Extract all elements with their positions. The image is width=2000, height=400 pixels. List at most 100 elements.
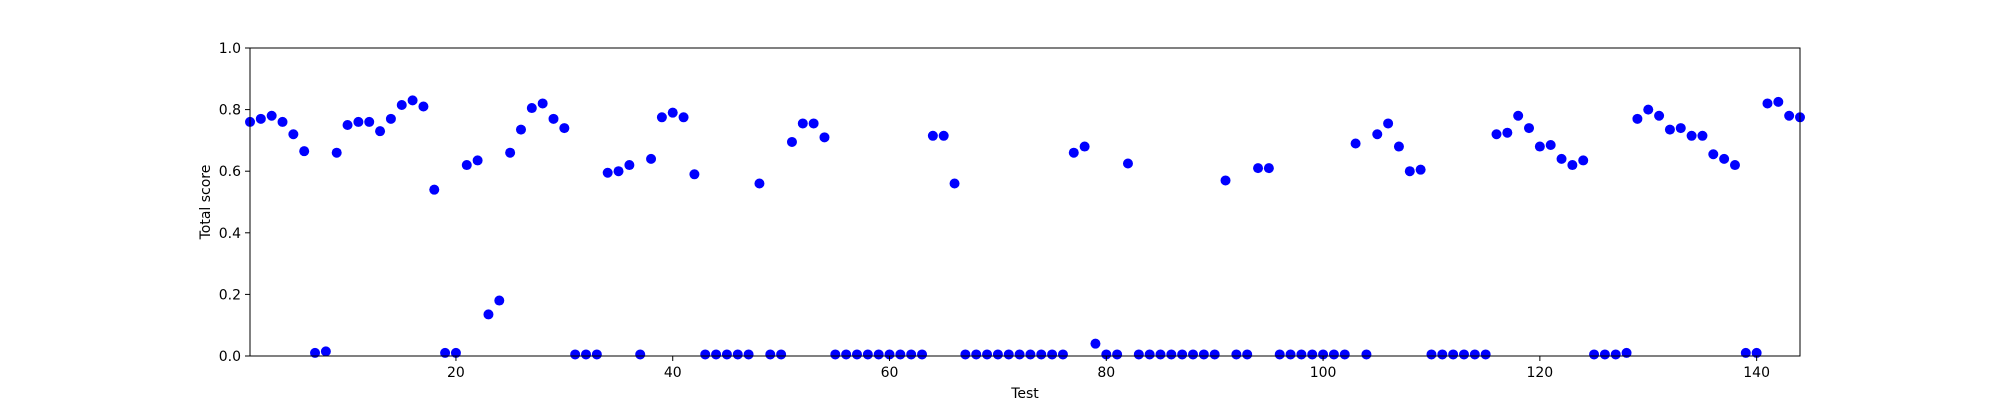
data-point bbox=[711, 349, 722, 360]
y-axis-label: Total score bbox=[198, 165, 214, 241]
data-point bbox=[819, 132, 830, 143]
data-point bbox=[548, 113, 559, 124]
data-point bbox=[1599, 349, 1610, 360]
data-point bbox=[808, 118, 819, 129]
data-point bbox=[1285, 349, 1296, 360]
data-point bbox=[613, 166, 624, 177]
data-point bbox=[1133, 349, 1144, 360]
data-point bbox=[320, 346, 331, 357]
data-point bbox=[1751, 347, 1762, 358]
data-point bbox=[971, 349, 982, 360]
data-point bbox=[1415, 164, 1426, 175]
data-point bbox=[288, 129, 299, 140]
data-point bbox=[786, 136, 797, 147]
data-point bbox=[851, 349, 862, 360]
data-point bbox=[1220, 175, 1231, 186]
data-point bbox=[1350, 138, 1361, 149]
data-point bbox=[1762, 98, 1773, 109]
data-point bbox=[483, 309, 494, 320]
x-tick-label: 120 bbox=[1526, 365, 1553, 381]
data-point bbox=[635, 349, 646, 360]
x-tick-label: 140 bbox=[1743, 365, 1770, 381]
data-point bbox=[1524, 123, 1535, 134]
data-point bbox=[591, 349, 602, 360]
axes-frame bbox=[249, 47, 1801, 357]
data-point bbox=[949, 178, 960, 189]
y-tick-label: 0.4 bbox=[219, 226, 241, 242]
x-axis-label: Test bbox=[1010, 386, 1039, 400]
data-point bbox=[266, 110, 277, 121]
data-point bbox=[982, 349, 993, 360]
data-point bbox=[1328, 349, 1339, 360]
data-point bbox=[559, 123, 570, 134]
data-point bbox=[429, 184, 440, 195]
data-point bbox=[1003, 349, 1014, 360]
y-axis: 0.0 0.2 0.4 0.6 0.8 1.0 bbox=[219, 41, 250, 365]
data-point bbox=[1567, 160, 1578, 171]
data-point bbox=[960, 349, 971, 360]
data-point bbox=[1393, 141, 1404, 152]
data-point bbox=[581, 349, 592, 360]
data-point bbox=[1079, 141, 1090, 152]
data-point bbox=[1708, 149, 1719, 160]
data-point bbox=[1090, 338, 1101, 349]
data-point bbox=[440, 347, 451, 358]
data-point bbox=[1112, 349, 1123, 360]
data-point bbox=[331, 147, 342, 158]
data-point bbox=[1513, 110, 1524, 121]
data-point bbox=[830, 349, 841, 360]
y-tick-label: 0.8 bbox=[219, 103, 241, 119]
data-point bbox=[938, 130, 949, 141]
data-point bbox=[1534, 141, 1545, 152]
data-point bbox=[1188, 349, 1199, 360]
data-point bbox=[385, 113, 396, 124]
data-point bbox=[353, 116, 364, 127]
data-point bbox=[1231, 349, 1242, 360]
data-point bbox=[1773, 96, 1784, 107]
x-tick-label: 80 bbox=[1097, 365, 1115, 381]
data-point bbox=[927, 130, 938, 141]
data-point bbox=[1437, 349, 1448, 360]
data-point bbox=[299, 146, 310, 157]
data-point bbox=[862, 349, 873, 360]
data-point bbox=[1014, 349, 1025, 360]
data-point bbox=[1253, 163, 1264, 174]
data-point bbox=[1263, 163, 1274, 174]
data-point bbox=[700, 349, 711, 360]
data-point bbox=[1361, 349, 1372, 360]
data-point bbox=[689, 169, 700, 180]
x-axis: 20 40 60 80 100 120 140 bbox=[447, 356, 1770, 381]
data-point bbox=[450, 347, 461, 358]
data-point bbox=[1589, 349, 1600, 360]
data-point bbox=[472, 155, 483, 166]
data-point bbox=[797, 118, 808, 129]
data-point bbox=[1166, 349, 1177, 360]
data-point bbox=[277, 116, 288, 127]
data-point bbox=[667, 107, 678, 118]
y-tick-label: 0.2 bbox=[219, 287, 241, 303]
data-point bbox=[1404, 166, 1415, 177]
data-point bbox=[1274, 349, 1285, 360]
data-point bbox=[992, 349, 1003, 360]
data-point bbox=[1675, 123, 1686, 134]
data-point bbox=[537, 98, 548, 109]
y-tick-label: 0.6 bbox=[219, 164, 241, 180]
data-point bbox=[906, 349, 917, 360]
data-point bbox=[1372, 129, 1383, 140]
data-point bbox=[1036, 349, 1047, 360]
data-point bbox=[1144, 349, 1155, 360]
data-point bbox=[1177, 349, 1188, 360]
data-point bbox=[1155, 349, 1166, 360]
data-point bbox=[310, 347, 321, 358]
data-point bbox=[1643, 104, 1654, 115]
data-point bbox=[1339, 349, 1350, 360]
data-point bbox=[1448, 349, 1459, 360]
data-point bbox=[1502, 127, 1513, 138]
x-tick-label: 40 bbox=[664, 365, 682, 381]
data-point bbox=[1556, 153, 1567, 164]
data-point bbox=[1480, 349, 1491, 360]
data-point bbox=[1729, 160, 1740, 171]
data-point bbox=[1068, 147, 1079, 158]
data-point bbox=[1632, 113, 1643, 124]
data-point bbox=[1578, 155, 1589, 166]
